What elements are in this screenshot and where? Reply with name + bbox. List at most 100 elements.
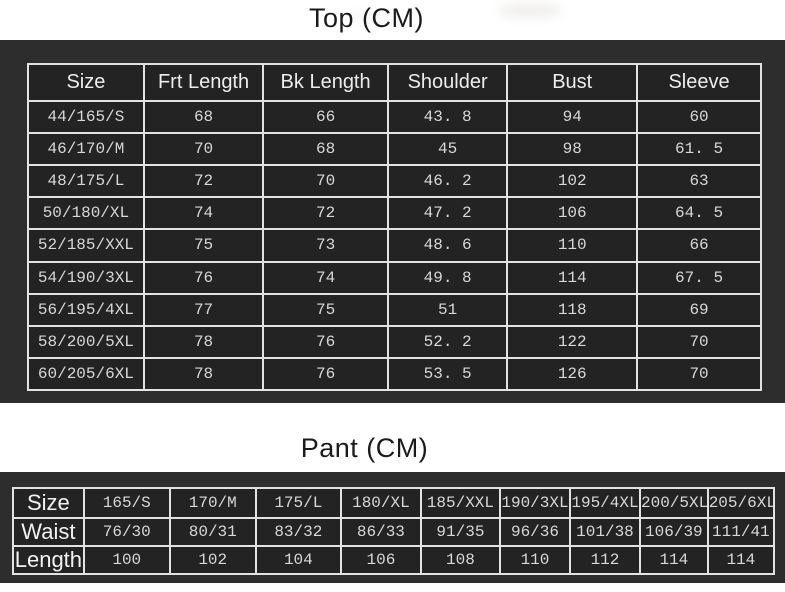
table-cell: 74 xyxy=(142,196,265,231)
table-cell: 96/36 xyxy=(498,517,571,547)
table-row: 50/180/XL 74 72 47. 2 106 64. 5 xyxy=(27,196,762,231)
table-cell: 49. 8 xyxy=(386,260,509,295)
table-cell: 61. 5 xyxy=(636,132,762,167)
table-cell: 69 xyxy=(636,292,762,327)
table-cell: 56/195/4XL xyxy=(27,292,145,327)
table-cell: 175/L xyxy=(254,487,342,519)
table-row: Size 165/S 170/M 175/L 180/XL 185/XXL 19… xyxy=(12,487,776,519)
table-cell: 106 xyxy=(506,196,639,231)
table-row: 60/205/6XL 78 76 53. 5 126 70 xyxy=(27,356,762,392)
table-cell: 72 xyxy=(142,164,265,199)
table-cell: 51 xyxy=(386,292,509,327)
table-row: 54/190/3XL 76 74 49. 8 114 67. 5 xyxy=(27,260,762,295)
pant-size-table: Size 165/S 170/M 175/L 180/XL 185/XXL 19… xyxy=(12,487,776,575)
column-header-size: Size xyxy=(27,63,145,102)
watermark-smudge xyxy=(344,13,380,21)
table-cell: 86/33 xyxy=(339,517,422,547)
table-cell: 195/4XL xyxy=(568,487,641,519)
table-cell: 70 xyxy=(636,356,762,392)
table-cell: 64. 5 xyxy=(636,196,762,231)
table-cell: 70 xyxy=(262,164,389,199)
table-cell: 114 xyxy=(506,260,639,295)
table-cell: 76 xyxy=(142,260,265,295)
table-row: 46/170/M 70 68 45 98 61. 5 xyxy=(27,132,762,167)
table-cell: 76 xyxy=(262,324,389,359)
pant-chart-panel: Size 165/S 170/M 175/L 180/XL 185/XXL 19… xyxy=(0,472,785,583)
table-header-row: Size Frt Length Bk Length Shoulder Bust … xyxy=(27,63,762,102)
table-cell: 68 xyxy=(262,132,389,167)
table-cell: 52/185/XXL xyxy=(27,228,145,263)
table-cell: 76 xyxy=(262,356,389,392)
table-row: Waist 76/30 80/31 83/32 86/33 91/35 96/3… xyxy=(12,517,776,547)
column-header-bust: Bust xyxy=(506,63,639,102)
table-cell: 60 xyxy=(636,99,762,135)
table-row: 48/175/L 72 70 46. 2 102 63 xyxy=(27,164,762,199)
table-cell: 111/41 xyxy=(706,517,776,547)
table-cell: 180/XL xyxy=(339,487,422,519)
table-cell: 78 xyxy=(142,324,265,359)
top-chart-panel: Size Frt Length Bk Length Shoulder Bust … xyxy=(0,40,785,403)
table-cell: 102 xyxy=(168,545,257,575)
table-row: 52/185/XXL 75 73 48. 6 110 66 xyxy=(27,228,762,263)
table-cell: 112 xyxy=(568,545,641,575)
row-header-length: Length xyxy=(12,545,85,575)
table-cell: 108 xyxy=(419,545,501,575)
table-cell: 46/170/M xyxy=(27,132,145,167)
table-cell: 68 xyxy=(142,99,265,135)
table-row: 58/200/5XL 78 76 52. 2 122 70 xyxy=(27,324,762,359)
table-cell: 43. 8 xyxy=(386,99,509,135)
table-cell: 75 xyxy=(142,228,265,263)
row-header-size: Size xyxy=(12,487,85,519)
table-cell: 185/XXL xyxy=(419,487,501,519)
top-chart-title: Top (CM) xyxy=(308,3,424,33)
table-cell: 58/200/5XL xyxy=(27,324,145,359)
table-cell: 44/165/S xyxy=(27,99,145,135)
table-cell: 106 xyxy=(339,545,422,575)
table-cell: 94 xyxy=(506,99,639,135)
table-cell: 48/175/L xyxy=(27,164,145,199)
table-cell: 83/32 xyxy=(254,517,342,547)
table-cell: 200/5XL xyxy=(638,487,709,519)
table-cell: 170/M xyxy=(168,487,257,519)
table-cell: 110 xyxy=(506,228,639,263)
table-cell: 50/180/XL xyxy=(27,196,145,231)
table-cell: 98 xyxy=(506,132,639,167)
table-cell: 122 xyxy=(506,324,639,359)
column-header-bk-length: Bk Length xyxy=(262,63,389,102)
table-cell: 70 xyxy=(142,132,265,167)
table-cell: 47. 2 xyxy=(386,196,509,231)
table-cell: 78 xyxy=(142,356,265,392)
table-cell: 46. 2 xyxy=(386,164,509,199)
table-row: 56/195/4XL 77 75 51 118 69 xyxy=(27,292,762,327)
table-cell: 114 xyxy=(706,545,776,575)
table-cell: 102 xyxy=(506,164,639,199)
column-header-sleeve: Sleeve xyxy=(636,63,762,102)
column-header-shoulder: Shoulder xyxy=(386,63,509,102)
table-cell: 114 xyxy=(638,545,709,575)
table-cell: 63 xyxy=(636,164,762,199)
table-cell: 205/6XL xyxy=(706,487,776,519)
table-cell: 91/35 xyxy=(419,517,501,547)
table-cell: 67. 5 xyxy=(636,260,762,295)
table-cell: 48. 6 xyxy=(386,228,509,263)
table-cell: 66 xyxy=(636,228,762,263)
table-cell: 126 xyxy=(506,356,639,392)
table-cell: 101/38 xyxy=(568,517,641,547)
table-cell: 165/S xyxy=(82,487,171,519)
watermark-smudge xyxy=(498,3,562,18)
table-cell: 190/3XL xyxy=(498,487,571,519)
table-cell: 53. 5 xyxy=(386,356,509,392)
row-header-waist: Waist xyxy=(12,517,85,547)
table-cell: 110 xyxy=(498,545,571,575)
table-cell: 52. 2 xyxy=(386,324,509,359)
table-cell: 73 xyxy=(262,228,389,263)
top-size-table: Size Frt Length Bk Length Shoulder Bust … xyxy=(27,63,762,392)
table-cell: 100 xyxy=(82,545,171,575)
table-cell: 66 xyxy=(262,99,389,135)
table-cell: 45 xyxy=(386,132,509,167)
table-cell: 60/205/6XL xyxy=(27,356,145,392)
table-cell: 72 xyxy=(262,196,389,231)
column-header-frt-length: Frt Length xyxy=(142,63,265,102)
table-cell: 70 xyxy=(636,324,762,359)
